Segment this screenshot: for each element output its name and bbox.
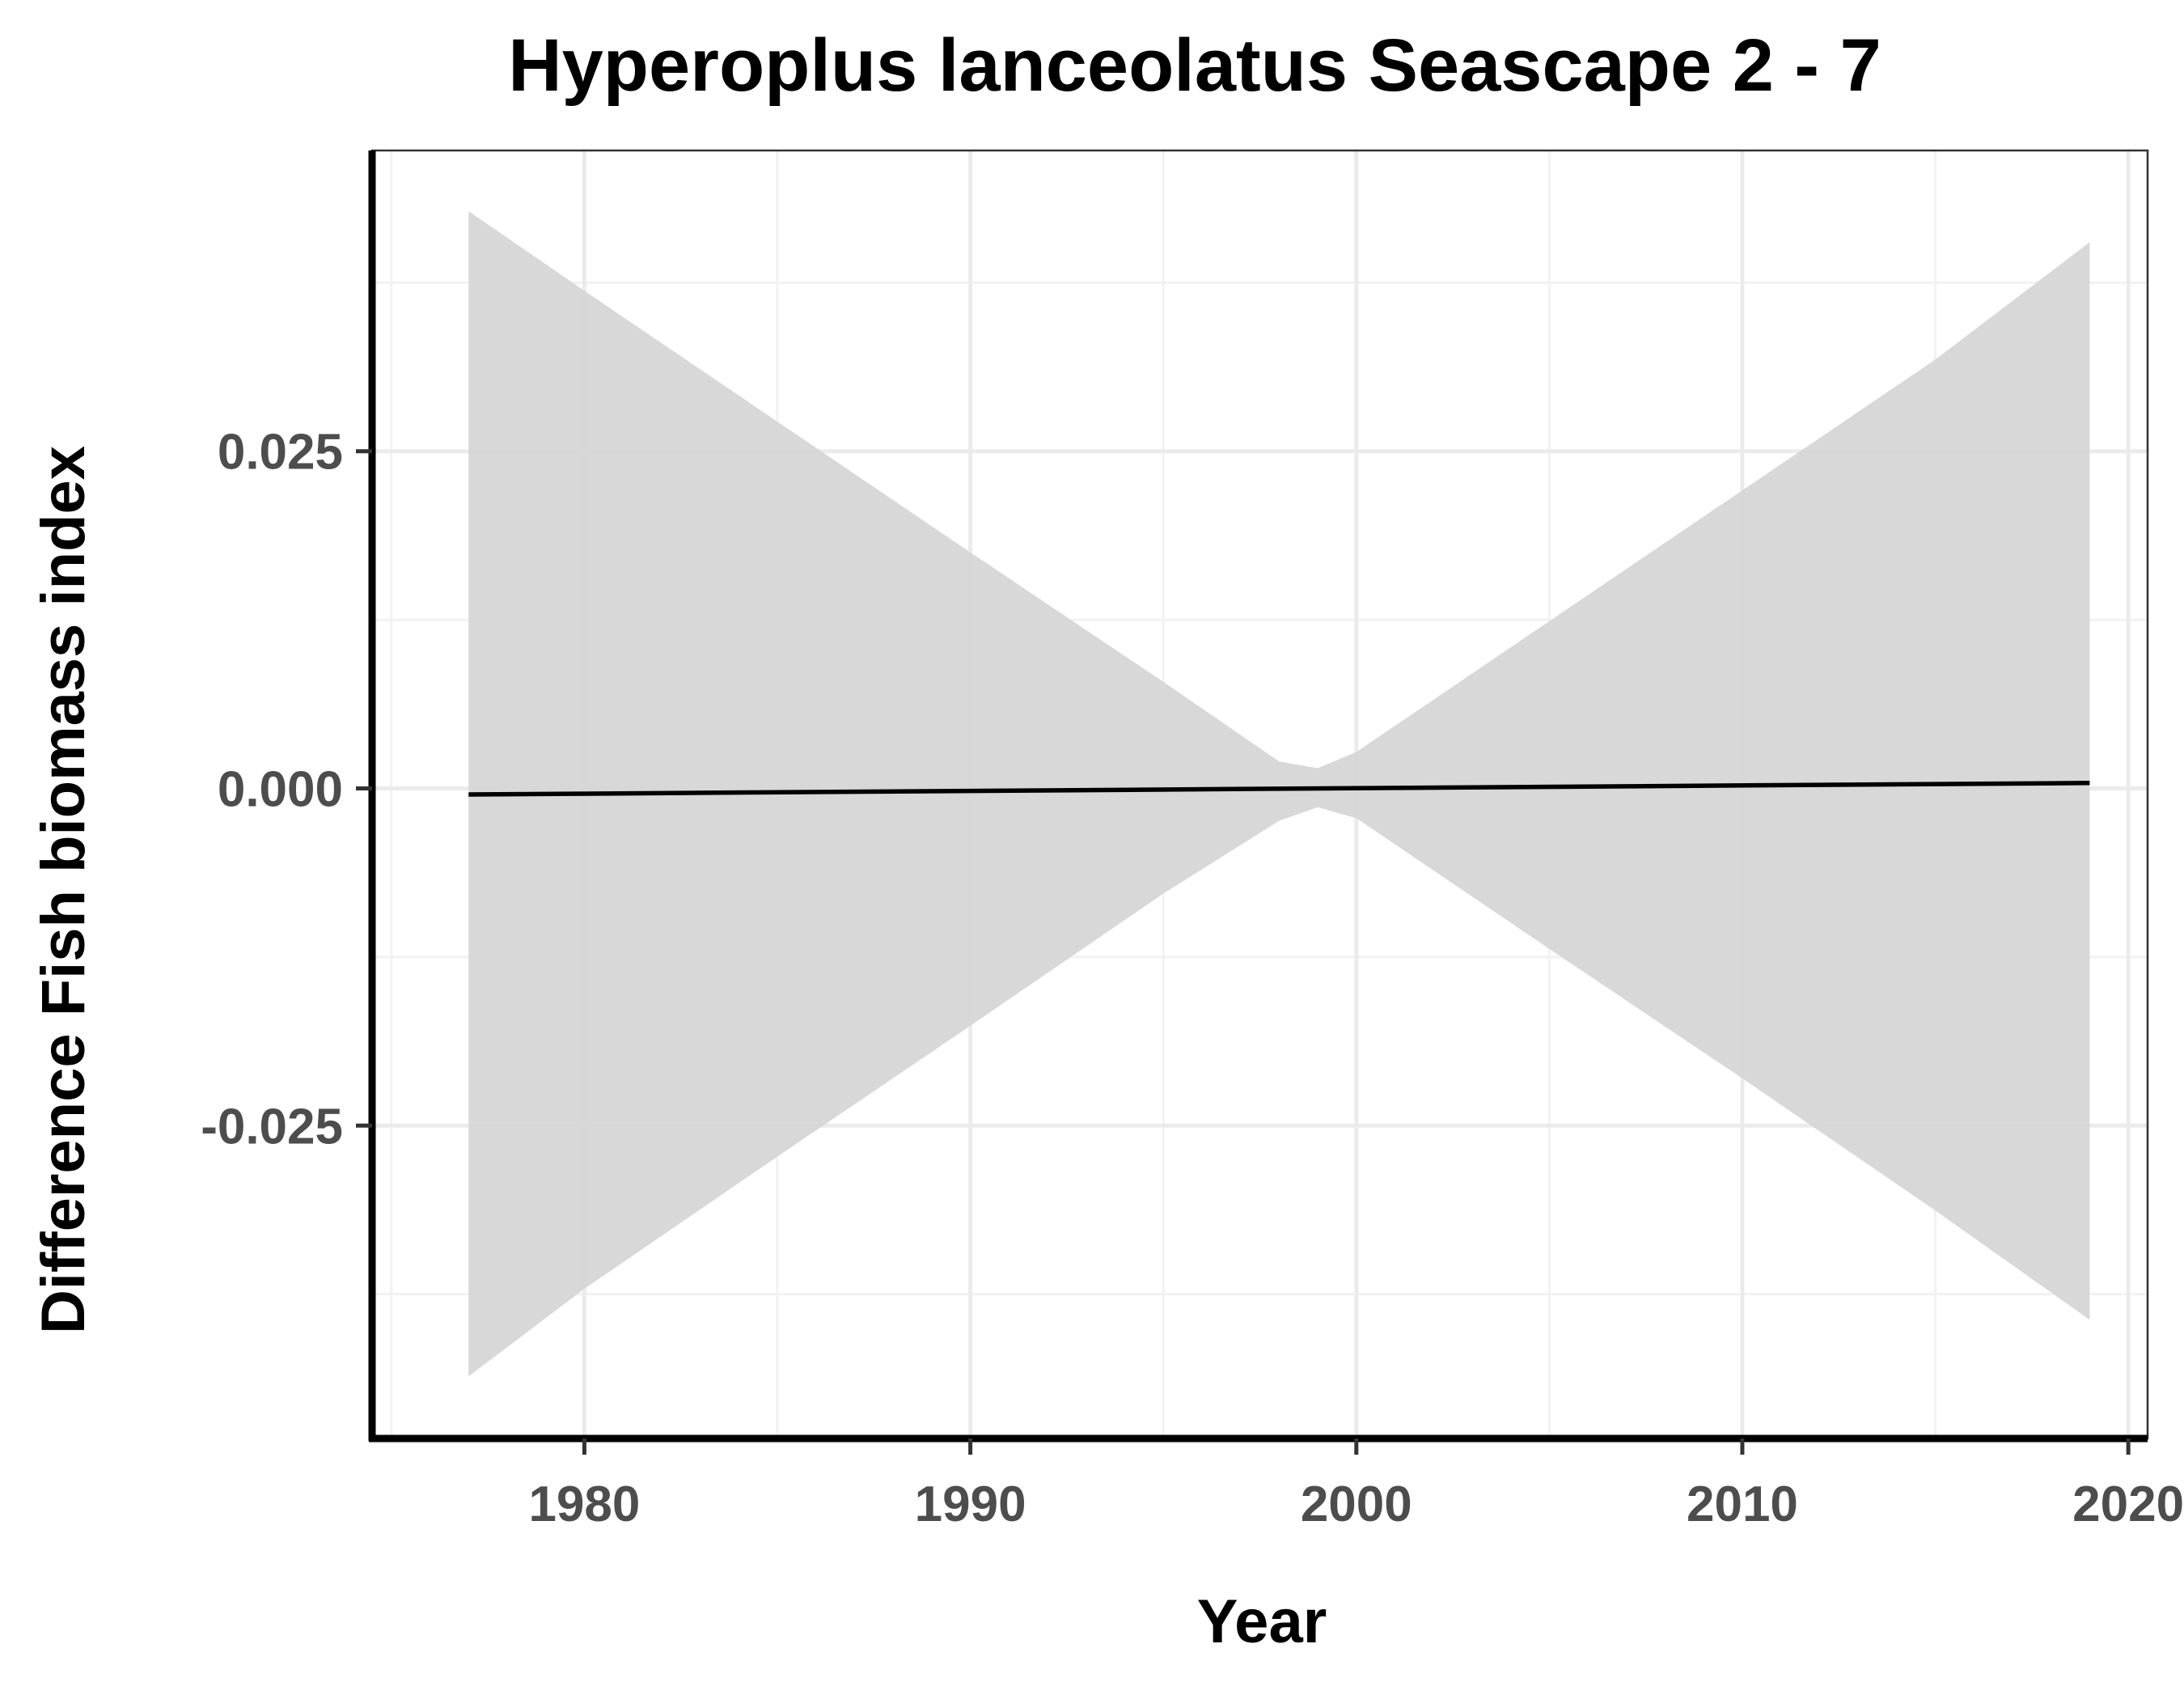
x-tick-label: 2010 <box>1687 1477 1798 1532</box>
x-tick-label: 2000 <box>1301 1477 1412 1532</box>
trend-line-layer <box>468 781 2090 797</box>
trend-line <box>468 781 2090 797</box>
x-tick-label: 1990 <box>915 1477 1026 1532</box>
x-tick-label: 2020 <box>2072 1477 2184 1532</box>
y-axis-ticks: -0.025 0.000 0.025 <box>201 425 372 1155</box>
y-tick-label: 0.025 <box>218 425 343 481</box>
confidence-band <box>468 211 2090 1377</box>
y-tick-label: 0.000 <box>218 761 343 817</box>
axes-layer <box>368 149 2149 1443</box>
confidence-band-layer <box>468 211 2090 1377</box>
x-axis-title: Year <box>1197 1587 1327 1656</box>
chart-title: Hyperoplus lanceolatus Seascape 2 - 7 <box>508 24 1881 107</box>
x-axis-ticks: 1980 1990 2000 2010 2020 <box>528 1438 2184 1532</box>
y-axis-title: Difference Fish biomass index <box>29 446 98 1334</box>
x-tick-label: 1980 <box>528 1477 640 1532</box>
y-tick-label: -0.025 <box>201 1099 343 1155</box>
